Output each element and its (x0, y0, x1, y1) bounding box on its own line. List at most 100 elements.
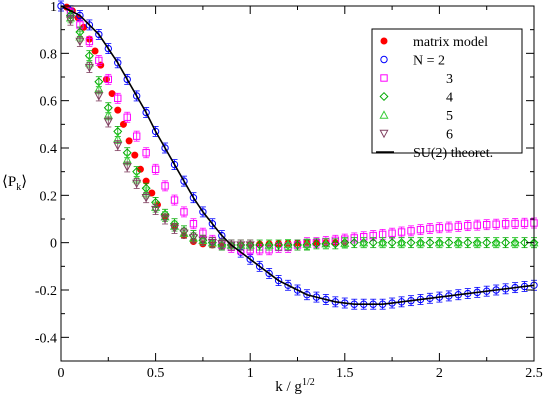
data-point (104, 75, 112, 84)
data-point (387, 238, 397, 248)
data-point (151, 127, 160, 136)
data-point (359, 237, 369, 247)
data-point (388, 229, 396, 237)
y-tick-label: 1 (50, 0, 57, 15)
data-point (265, 269, 273, 278)
data-point (161, 144, 169, 152)
data-point (169, 224, 180, 234)
data-point (207, 238, 217, 248)
y-tick-label: 0.6 (40, 95, 58, 110)
data-point (122, 163, 132, 172)
data-point (151, 165, 160, 174)
data-point (406, 238, 416, 248)
theory-line (60, 5, 535, 305)
data-point (491, 237, 501, 247)
data-point (103, 118, 113, 127)
legend-label: matrix model (413, 35, 488, 50)
legend-label: SU(2) theoret. (413, 146, 493, 161)
legend-marker (379, 110, 389, 119)
legend-box (371, 28, 523, 154)
legend-item: SU(2) theoret. (376, 146, 493, 161)
axes: 0 0.5 1 1.5 2 2.5 -0.4 -0.2 0 0.2 0.4 0.6 0.8 1 (35, 0, 543, 381)
y-axis-label-end: ⟩ (21, 174, 27, 190)
y-tick-label: 0.4 (40, 142, 58, 157)
legend-item: 4 (379, 91, 453, 106)
legend-item: 6 (379, 128, 453, 143)
data-point (95, 30, 103, 39)
data-point (415, 237, 426, 247)
data-point (397, 237, 407, 247)
data-point (131, 151, 139, 159)
data-point (245, 241, 255, 250)
data-point (198, 236, 208, 246)
data-point (293, 286, 302, 294)
data-point (501, 220, 510, 228)
x-axis-label-main: k / g (275, 379, 302, 395)
data-point (435, 224, 444, 232)
legend-item: matrix model (380, 35, 488, 50)
data-point (520, 238, 530, 248)
series-5 (65, 14, 255, 251)
data-point (91, 47, 99, 55)
data-point (75, 37, 85, 47)
data-point (113, 141, 123, 151)
x-tick-label: 1 (247, 366, 254, 381)
data-point (246, 255, 254, 263)
data-point (142, 149, 150, 157)
data-point (132, 92, 141, 100)
data-point (255, 240, 265, 250)
data-point (510, 237, 520, 247)
data-point (114, 106, 122, 114)
data-point (444, 238, 454, 248)
data-point (94, 92, 104, 101)
legend-marker (379, 91, 389, 102)
data-point (511, 219, 519, 228)
data-point (264, 240, 274, 249)
data-point (464, 221, 472, 230)
data-point (119, 120, 127, 128)
data-point (284, 281, 292, 289)
plot-marks (57, 0, 539, 310)
data-point (425, 238, 435, 248)
data-point (132, 132, 141, 140)
data-point (104, 44, 113, 53)
data-point (141, 194, 151, 203)
legend-marker (379, 129, 389, 139)
data-point (445, 223, 453, 231)
data-point (302, 239, 312, 248)
data-point (349, 238, 359, 248)
data-point (180, 177, 188, 185)
data-point (407, 227, 415, 235)
data-point (472, 237, 482, 247)
data-point (482, 238, 492, 248)
data-point (161, 182, 169, 190)
legend-marker (380, 74, 388, 82)
legend-label: 3 (446, 72, 453, 87)
x-axis-label: k / g1/2 (275, 377, 314, 395)
legend-item: N = 2 (380, 54, 445, 69)
data-point (85, 37, 94, 46)
data-point (208, 220, 217, 228)
data-point (170, 160, 179, 169)
data-point (473, 221, 481, 229)
data-point (311, 239, 321, 249)
data-point (180, 208, 188, 216)
x-tick-label: 0.5 (147, 366, 165, 381)
data-point (274, 240, 284, 250)
data-point (123, 75, 131, 84)
y-tick-label: -0.4 (35, 331, 57, 346)
data-point (151, 205, 161, 215)
data-point (85, 21, 94, 29)
x-tick-label: 2.5 (525, 366, 543, 381)
y-axis-label-main: ⟨P (2, 174, 16, 190)
data-point (368, 238, 378, 248)
data-point (454, 222, 463, 231)
data-point (483, 220, 491, 229)
data-point (125, 137, 133, 145)
data-point (340, 238, 350, 247)
data-point (274, 276, 283, 285)
data-point (142, 108, 150, 117)
data-point (65, 16, 75, 25)
x-tick-label: 2 (436, 366, 443, 381)
